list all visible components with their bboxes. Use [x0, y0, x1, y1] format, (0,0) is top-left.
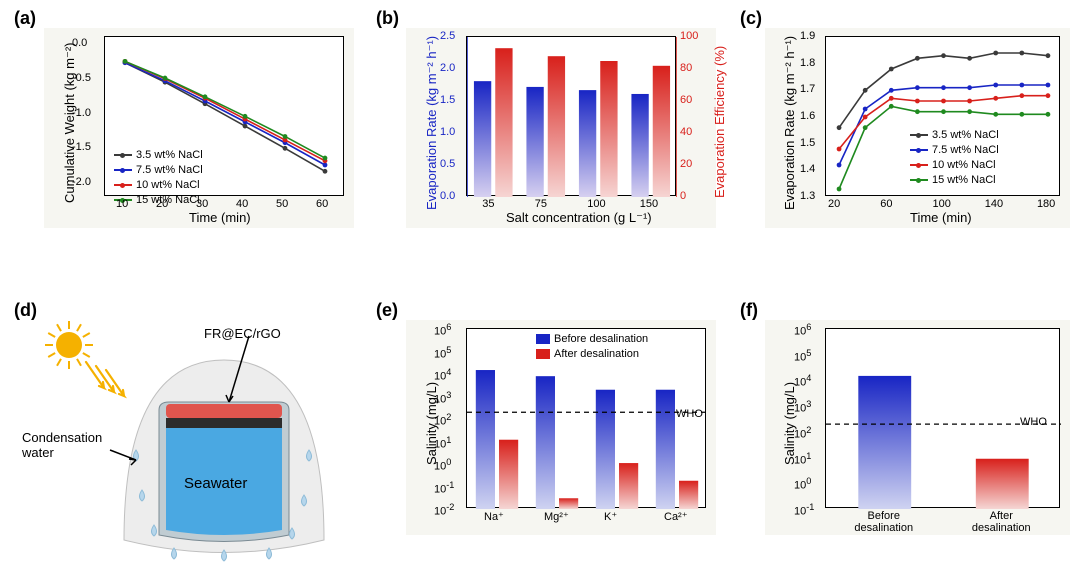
panel-a: Cumulative Weight (kg m⁻²) Time (min) 3.…: [14, 8, 354, 248]
d-label-sea: Seawater: [184, 475, 247, 492]
d-label-cond: Condensationwater: [22, 430, 102, 460]
c-ylabel: Evaporation Rate (kg m⁻² h⁻¹): [782, 36, 798, 210]
b-xlabel: Salt concentration (g L⁻¹): [506, 210, 652, 226]
a-xlabel: Time (min): [189, 210, 251, 225]
panel-d: FR@EC/rGO Condensationwater Seawater: [14, 300, 354, 570]
c-legend: 3.5 wt% NaCl7.5 wt% NaCl10 wt% NaCl15 wt…: [910, 128, 999, 188]
e-who: WHO: [676, 408, 703, 420]
d-label-fr: FR@EC/rGO: [204, 326, 281, 341]
c-xlabel: Time (min): [910, 210, 972, 225]
b-ylabel-left: Evaporation Rate (kg m⁻² h⁻¹): [424, 36, 440, 210]
e-legend: Before desalinationAfter desalination: [536, 332, 648, 362]
b-ylabel-right: Evaporation Efficiency (%): [712, 46, 727, 198]
panel-b: Evaporation Rate (kg m⁻² h⁻¹) Evaporatio…: [376, 8, 716, 248]
panel-c: Evaporation Rate (kg m⁻² h⁻¹) Time (min)…: [740, 8, 1070, 248]
b-plot: [466, 36, 676, 196]
panel-e: Salinity (mg/L) WHO Before desalinationA…: [376, 300, 716, 570]
panel-f: Salinity (mg/L) WHO BeforedesalinationAf…: [740, 300, 1070, 570]
f-who: WHO: [1020, 416, 1047, 428]
